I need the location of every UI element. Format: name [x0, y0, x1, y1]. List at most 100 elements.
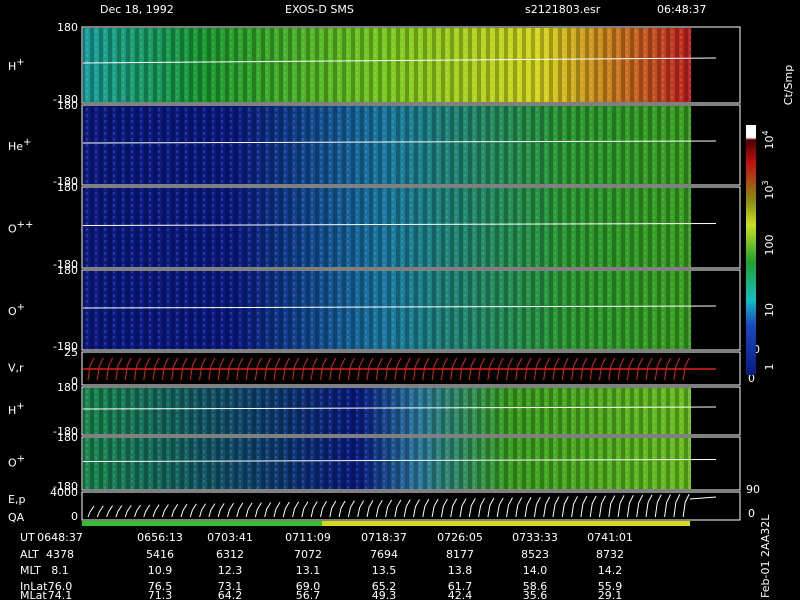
trace-tick	[134, 504, 141, 518]
panel-label: V,r	[8, 362, 24, 375]
trace-tick	[310, 357, 318, 381]
y-bottom-label: -180	[53, 425, 78, 438]
spectrogram-texture	[83, 106, 691, 184]
trace-tick	[254, 357, 262, 381]
cell: 8.1	[51, 564, 69, 577]
y2-top-label: 90	[746, 483, 760, 496]
trace-tick	[161, 504, 169, 518]
panel-label-sup: +	[16, 57, 24, 68]
cell: 76.0	[48, 580, 73, 593]
trace-tick	[180, 357, 188, 381]
trace-tick	[599, 357, 606, 381]
trace-tick	[338, 500, 346, 518]
cell: 58.6	[523, 580, 548, 593]
trace-tick	[682, 357, 690, 381]
trace-tick	[533, 496, 541, 518]
colorbar-label: 1	[763, 364, 776, 371]
cell: 0741:01	[587, 531, 633, 544]
colorbar-label-base: 100	[763, 235, 776, 256]
trace-tick	[329, 500, 337, 518]
cell: 8177	[446, 548, 474, 561]
trace-tick	[106, 505, 114, 518]
trace-tick	[589, 495, 597, 518]
trace-tick	[664, 357, 672, 381]
trace-tick	[487, 357, 495, 381]
y-top-label: 4000	[50, 486, 78, 499]
trace-tick	[357, 500, 365, 518]
trace-tick	[96, 357, 104, 381]
trace-tick	[552, 357, 560, 381]
cell: 69.0	[296, 580, 321, 593]
panel-label: O+	[8, 302, 25, 319]
cell: 0718:37	[361, 531, 407, 544]
row-label: UT	[20, 531, 35, 544]
trace-tick	[673, 357, 681, 381]
trace-tick	[626, 494, 634, 518]
trace-tick	[338, 357, 346, 381]
trace-tick	[589, 357, 597, 381]
cell: 73.1	[218, 580, 243, 593]
trace-tick	[403, 357, 411, 381]
trace-tick	[115, 357, 123, 381]
trace-tick	[264, 357, 272, 381]
panel-label: QA	[8, 511, 25, 524]
y-bottom-label: -180	[53, 175, 78, 188]
y-bottom-label: 0	[71, 510, 78, 523]
cell: 61.7	[448, 580, 473, 593]
cell: 42.4	[448, 589, 473, 600]
trace-tick	[450, 357, 458, 381]
trace-tick	[459, 498, 467, 518]
trace-tick	[431, 357, 439, 381]
spectrogram-texture	[83, 388, 691, 434]
cell: 35.6	[523, 589, 548, 600]
cell: 8732	[596, 548, 624, 561]
trace-tick	[217, 503, 225, 518]
trace-tick	[571, 357, 579, 381]
trace-tick	[580, 357, 588, 381]
cell: 0726:05	[437, 531, 483, 544]
trace-tick	[561, 357, 569, 381]
trace-tick	[152, 357, 160, 381]
trace-tick	[245, 502, 253, 518]
trace-tick	[403, 499, 411, 518]
trace-tick	[543, 357, 551, 381]
trace-tick	[440, 357, 448, 381]
cell: 13.5	[372, 564, 397, 577]
trace-tick	[96, 505, 104, 518]
panel-label-text: H	[8, 60, 16, 73]
trace-tick	[292, 357, 300, 381]
trace-tick	[524, 357, 532, 381]
trace-tick	[654, 357, 662, 381]
colorbar-label-base: 10	[763, 186, 776, 200]
trace-tick	[143, 504, 151, 518]
panel-label-text: He	[8, 140, 23, 153]
trace-tick	[487, 497, 495, 518]
cell: 64.2	[218, 589, 243, 600]
trace-tick	[292, 501, 300, 518]
trace-tick	[515, 497, 523, 518]
cell: 0711:09	[285, 531, 331, 544]
trace-tick	[106, 357, 114, 381]
y-bottom-label: -180	[53, 258, 78, 271]
trace-line	[82, 140, 717, 144]
cell: 29.1	[598, 589, 623, 600]
trace-tick	[385, 499, 393, 518]
trace-tick	[301, 501, 309, 518]
trace-tick	[580, 495, 588, 518]
y-top-label: 25	[64, 346, 78, 359]
panel-label-sup: ++	[17, 219, 34, 230]
row-label: InLat	[20, 580, 48, 593]
spectrogram-texture	[83, 28, 691, 102]
trace-tick	[115, 505, 123, 518]
trace-line	[689, 496, 717, 500]
trace-tick	[320, 501, 327, 518]
trace-line	[82, 305, 717, 309]
time: 06:48:37	[657, 3, 706, 16]
trace-tick	[506, 357, 513, 381]
file-name: s2121803.esr	[525, 3, 601, 16]
trace-tick	[617, 495, 625, 518]
side-note: Feb-01 2AA32L	[759, 514, 772, 598]
cell: 13.1	[296, 564, 321, 577]
colorbar-title: Ct/Smp	[782, 65, 795, 105]
cell: 0703:41	[207, 531, 253, 544]
